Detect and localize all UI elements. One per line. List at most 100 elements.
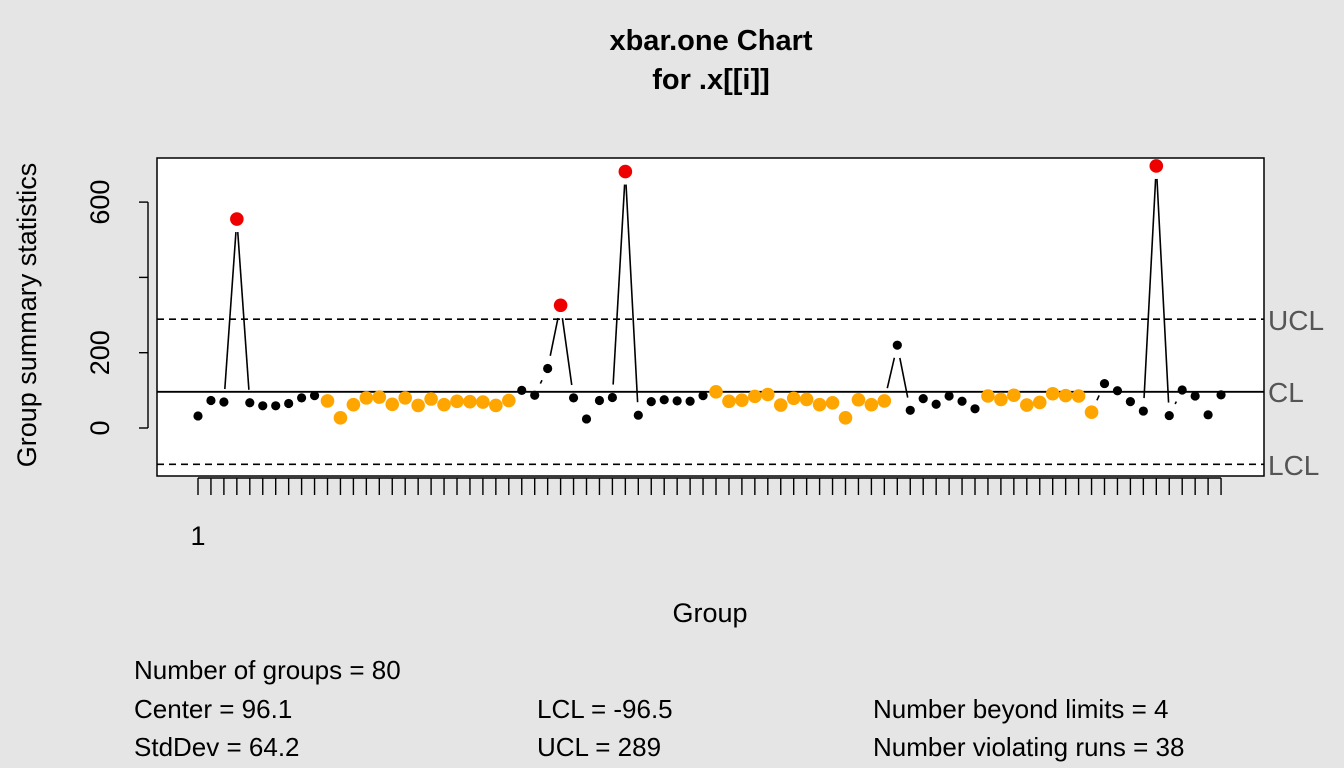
data-point-violating-run bbox=[398, 391, 413, 405]
data-point-violating-run bbox=[1058, 388, 1073, 403]
data-point bbox=[1125, 397, 1135, 407]
data-point bbox=[245, 398, 255, 408]
data-point-violating-run bbox=[864, 397, 879, 412]
series-line-group bbox=[224, 178, 1178, 405]
data-point bbox=[1099, 378, 1110, 389]
data-point-violating-run bbox=[981, 389, 995, 403]
series-segment bbox=[899, 357, 909, 398]
series-segment bbox=[612, 184, 626, 385]
stat-violating-runs: Number violating runs = 38 bbox=[873, 732, 1184, 762]
data-point-violating-run bbox=[761, 387, 775, 402]
data-point bbox=[892, 340, 902, 350]
data-point bbox=[581, 414, 592, 424]
x-tick-label: 1 bbox=[190, 521, 205, 551]
data-point-violating-run bbox=[476, 395, 490, 409]
data-point bbox=[543, 363, 553, 374]
chart-title: xbar.one Chart bbox=[609, 25, 812, 57]
data-points bbox=[193, 159, 1226, 425]
data-point-violating-run bbox=[502, 393, 516, 408]
data-point-violating-run bbox=[450, 394, 464, 409]
series-segment bbox=[539, 379, 543, 384]
data-point-violating-run bbox=[333, 411, 348, 425]
data-point bbox=[206, 395, 216, 406]
series-segment bbox=[1143, 178, 1157, 399]
y-tick-label: 0 bbox=[85, 420, 115, 435]
data-point-violating-run bbox=[489, 398, 503, 413]
data-point bbox=[633, 410, 643, 420]
data-point bbox=[594, 395, 605, 406]
data-point-violating-run bbox=[437, 397, 451, 412]
stat-ucl: UCL = 289 bbox=[537, 732, 661, 762]
data-point bbox=[219, 397, 229, 407]
data-point bbox=[1190, 391, 1200, 401]
data-point-beyond-limits bbox=[230, 212, 244, 226]
data-point bbox=[931, 399, 941, 409]
data-point-violating-run bbox=[838, 411, 853, 425]
data-point bbox=[646, 397, 656, 407]
data-point bbox=[944, 391, 954, 401]
data-point-violating-run bbox=[709, 385, 723, 399]
series-segment bbox=[561, 318, 573, 386]
data-point-violating-run bbox=[359, 391, 374, 405]
stat-beyond-limits: Number beyond limits = 4 bbox=[873, 694, 1169, 724]
data-point-violating-run bbox=[786, 391, 801, 406]
data-point bbox=[193, 411, 203, 421]
series-segment bbox=[886, 357, 896, 389]
series-segment bbox=[236, 231, 250, 390]
series-segment bbox=[1096, 395, 1100, 401]
data-point bbox=[258, 401, 268, 411]
data-point-violating-run bbox=[346, 397, 361, 412]
data-point-violating-run bbox=[735, 393, 749, 407]
data-point bbox=[1164, 410, 1174, 421]
data-point bbox=[672, 396, 682, 406]
data-point bbox=[970, 404, 980, 414]
y-tick-label: 200 bbox=[85, 330, 115, 375]
data-point bbox=[517, 385, 527, 395]
data-point bbox=[309, 391, 320, 401]
data-point-violating-run bbox=[1020, 398, 1034, 412]
stat-number-of-groups: Number of groups = 80 bbox=[134, 655, 401, 685]
data-point bbox=[1203, 410, 1213, 420]
data-point-violating-run bbox=[748, 389, 762, 404]
series-segment bbox=[1156, 178, 1170, 403]
stat-lcl: LCL = -96.5 bbox=[537, 694, 673, 724]
data-point bbox=[1112, 386, 1123, 396]
data-point bbox=[685, 396, 695, 406]
data-point bbox=[530, 390, 540, 400]
y-axis: 0 200 600 bbox=[85, 180, 149, 436]
data-point bbox=[607, 392, 618, 403]
data-point-violating-run bbox=[1007, 388, 1021, 403]
chart-subtitle: for .x[[i]] bbox=[652, 64, 770, 96]
data-point bbox=[905, 405, 915, 415]
data-point bbox=[918, 394, 928, 404]
stat-center: Center = 96.1 bbox=[134, 694, 292, 724]
data-point-violating-run bbox=[851, 392, 866, 407]
ucl-label: UCL bbox=[1268, 305, 1324, 336]
data-point bbox=[284, 398, 294, 409]
data-point-violating-run bbox=[411, 398, 425, 413]
data-point-violating-run bbox=[385, 397, 400, 412]
series-segment bbox=[1174, 401, 1178, 405]
data-point bbox=[957, 396, 967, 406]
data-point bbox=[568, 393, 579, 403]
data-point-beyond-limits bbox=[1149, 159, 1164, 173]
data-point-beyond-limits bbox=[553, 298, 568, 313]
data-point-violating-run bbox=[799, 392, 814, 407]
data-point-violating-run bbox=[877, 394, 892, 408]
data-point-violating-run bbox=[1071, 389, 1086, 403]
data-point bbox=[659, 395, 669, 405]
stat-stddev: StdDev = 64.2 bbox=[134, 732, 300, 762]
data-point-violating-run bbox=[424, 392, 438, 406]
plot-frame bbox=[156, 157, 1265, 477]
data-point-violating-run bbox=[320, 394, 335, 408]
data-point-beyond-limits bbox=[618, 164, 633, 179]
plot-area bbox=[157, 158, 1264, 476]
data-point-violating-run bbox=[1032, 395, 1047, 410]
data-point-violating-run bbox=[1084, 405, 1099, 419]
cl-label: CL bbox=[1268, 377, 1304, 408]
x-axis: 1 bbox=[190, 477, 1222, 551]
data-point-violating-run bbox=[372, 390, 387, 404]
y-axis-label: Group summary statistics bbox=[12, 163, 42, 468]
lcl-label: LCL bbox=[1268, 450, 1319, 481]
